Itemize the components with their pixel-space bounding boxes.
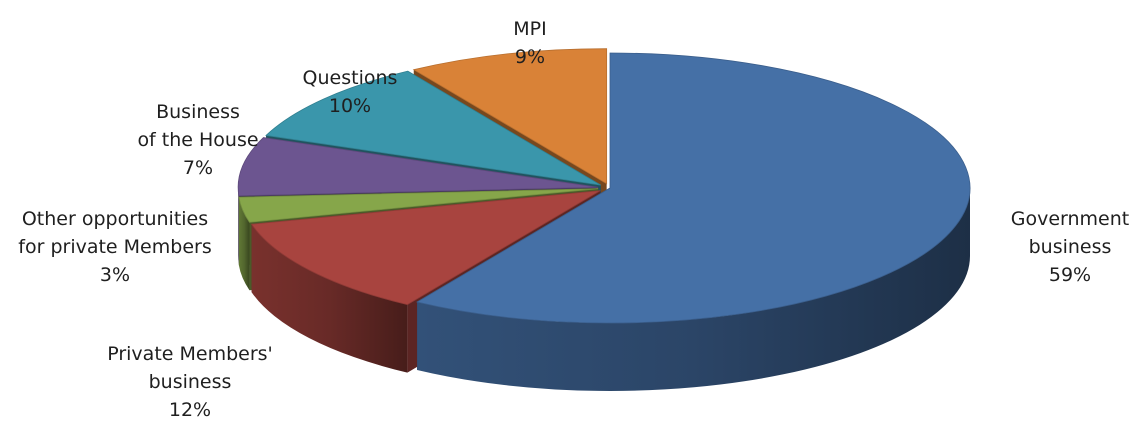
slice-side-government-business <box>417 188 970 392</box>
slice-questions <box>265 70 601 186</box>
label-government-business: Government business 59% <box>1010 208 1130 286</box>
slice-side-other-opportunities-for-private-members <box>238 197 250 291</box>
slice-other-opportunities-for-private-members <box>238 188 599 223</box>
slice-side-private-members-business <box>251 224 408 373</box>
slice-private-members-business <box>250 190 601 306</box>
slice-government-business <box>416 52 971 324</box>
slice-mpi <box>412 48 608 185</box>
slice-side-business-of-the-house <box>238 187 239 264</box>
label-other-opportunities: Other opportunities for private Members … <box>18 208 212 286</box>
label-business-of-the-house: Business of the House 7% <box>137 101 259 179</box>
label-questions: Questions 10% <box>302 67 398 117</box>
label-mpi: MPI 9% <box>513 18 547 68</box>
pie-slice-tops <box>237 48 971 324</box>
slice-business-of-the-house <box>237 137 599 197</box>
label-private-members-business: Private Members' business 12% <box>107 343 273 421</box>
